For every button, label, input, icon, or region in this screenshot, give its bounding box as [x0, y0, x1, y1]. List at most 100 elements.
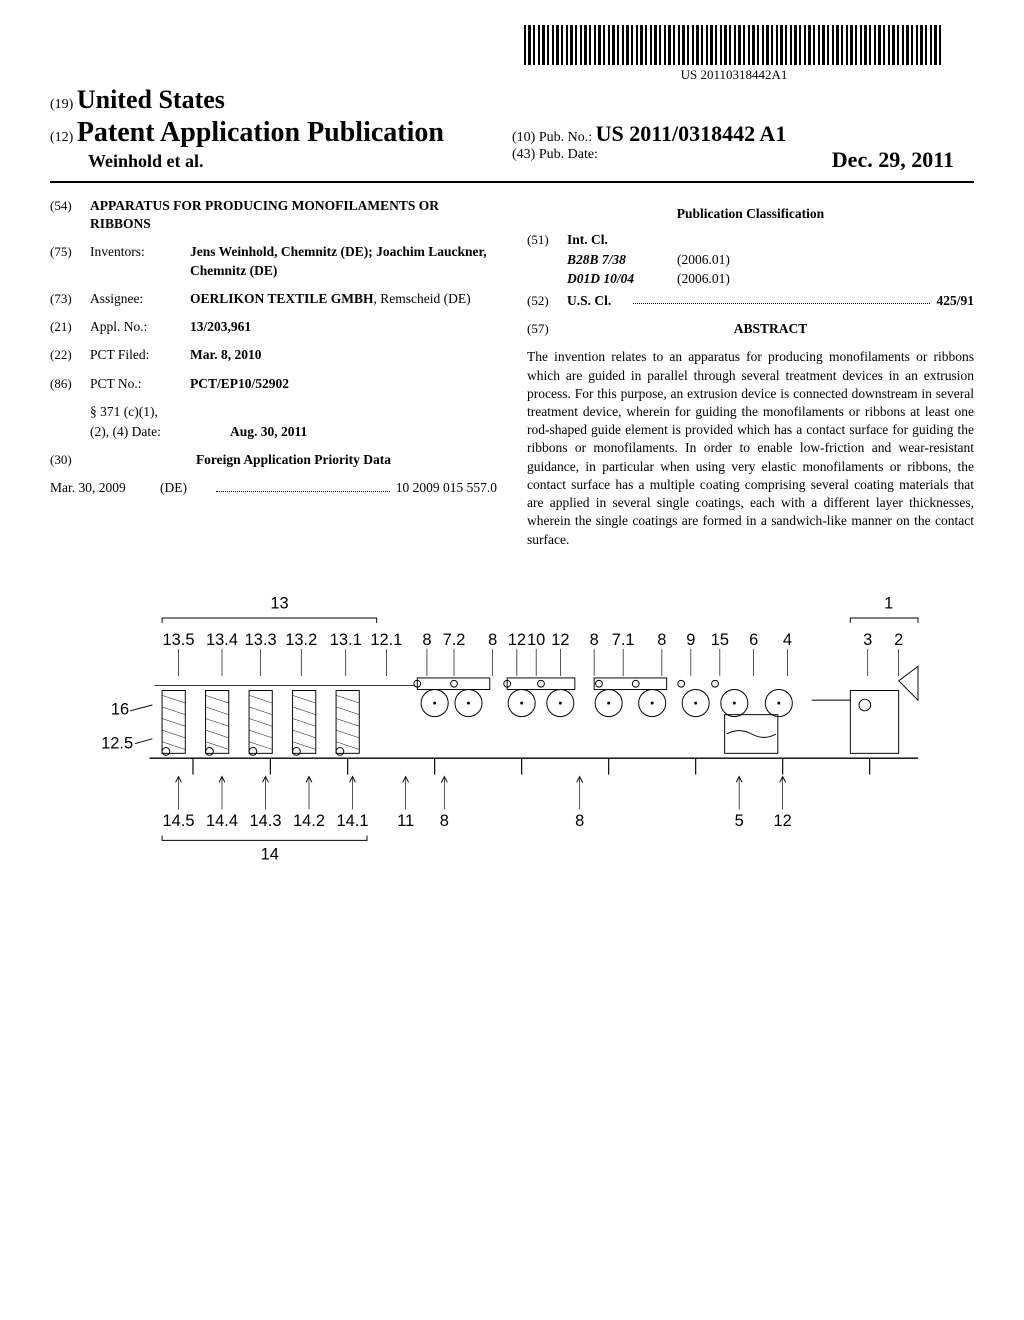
fig-bottom-leaders: [176, 776, 786, 809]
svg-text:9: 9: [686, 631, 695, 649]
fig-top-leaders: [179, 649, 899, 676]
fig-tank-wave: [727, 730, 776, 737]
svg-text:13.5: 13.5: [163, 631, 195, 649]
assignee-location: , Remscheid (DE): [374, 291, 471, 306]
us-cl-field: (52) U.S. Cl. 425/91: [527, 292, 974, 310]
fig-bracket-13-label: 13: [270, 594, 288, 612]
foreign-priority-data: Mar. 30, 2009 (DE) 10 2009 015 557.0: [50, 479, 497, 497]
dot-leader: [216, 479, 390, 491]
foreign-app-number: 10 2009 015 557.0: [396, 479, 497, 497]
foreign-code: (30): [50, 451, 90, 469]
svg-text:11: 11: [397, 812, 414, 830]
svg-text:14.4: 14.4: [206, 812, 238, 830]
patent-figure: 13 1 13.513.413.313.213.112.187.28121012…: [50, 589, 974, 884]
inventor-header-line: Weinhold et al.: [88, 151, 512, 172]
svg-text:6: 6: [749, 631, 758, 649]
fig-guide-rollers: [414, 680, 792, 716]
pub-no-value: US 2011/0318442 A1: [596, 121, 787, 146]
inventors-field: (75) Inventors: Jens Weinhold, Chemnitz …: [50, 243, 497, 279]
svg-text:2: 2: [894, 631, 903, 649]
sect-371-field: § 371 (c)(1),: [50, 403, 497, 421]
fig-leader-16: [130, 705, 152, 711]
assignee-field: (73) Assignee: OERLIKON TEXTILE GMBH, Re…: [50, 290, 497, 308]
svg-text:14.3: 14.3: [250, 812, 282, 830]
svg-text:8: 8: [422, 631, 431, 649]
fig-box-3: [594, 678, 667, 690]
dot-leader: [633, 292, 930, 304]
pct-no-value: PCT/EP10/52902: [190, 375, 497, 393]
int-cl-field: (51) Int. Cl.: [527, 231, 974, 249]
assignee-name: OERLIKON TEXTILE GMBH: [190, 291, 374, 306]
pub-date-label: Pub. Date:: [539, 147, 598, 162]
classification-heading: Publication Classification: [527, 205, 974, 223]
fig-bracket-1-label: 1: [884, 594, 893, 612]
svg-text:4: 4: [783, 631, 792, 649]
assignee-code: (73): [50, 290, 90, 308]
fig-bracket-14-label: 14: [261, 845, 279, 863]
intcl-row-2: D01D 10/04 (2006.01): [567, 270, 974, 288]
fig-label-12-5: 12.5: [101, 734, 133, 752]
pub-date-code: (43): [512, 147, 535, 162]
fig-top-labels: 13.513.413.313.213.112.187.2812101287.18…: [163, 631, 904, 649]
pct-no-field: (86) PCT No.: PCT/EP10/52902: [50, 375, 497, 393]
assignee-label: Assignee:: [90, 290, 190, 308]
barcode-number: US 20110318442A1: [524, 67, 944, 83]
appl-value: 13/203,961: [190, 318, 497, 336]
pct-no-label: PCT No.:: [90, 375, 190, 393]
foreign-priority-heading-row: (30) Foreign Application Priority Data: [50, 451, 497, 469]
barcode-block: US 20110318442A1: [524, 25, 944, 83]
foreign-date: Mar. 30, 2009: [50, 479, 160, 497]
pct-filed-code: (22): [50, 346, 90, 364]
svg-text:13.1: 13.1: [330, 631, 362, 649]
title-field: (54) APPARATUS FOR PRODUCING MONOFILAMEN…: [50, 197, 497, 233]
uscl-code: (52): [527, 292, 567, 310]
pub-date-value: Dec. 29, 2011: [832, 147, 954, 173]
intcl-label: Int. Cl.: [567, 232, 608, 247]
pub-no-line: (10) Pub. No.: US 2011/0318442 A1: [512, 121, 974, 147]
country-name: United States: [77, 85, 225, 114]
pct-number: PCT/EP10/52902: [190, 376, 289, 391]
left-column: (54) APPARATUS FOR PRODUCING MONOFILAMEN…: [50, 197, 497, 549]
uscl-label: U.S. Cl.: [567, 293, 611, 308]
svg-text:5: 5: [735, 812, 744, 830]
inventors-names: Jens Weinhold, Chemnitz (DE); Joachim La…: [190, 244, 487, 277]
country-code: (19): [50, 97, 73, 112]
svg-text:8: 8: [440, 812, 449, 830]
intcl-code: (51): [527, 231, 567, 249]
appl-number: 13/203,961: [190, 319, 251, 334]
svg-text:12: 12: [774, 812, 792, 830]
fig-legs: [193, 758, 870, 774]
barcode-graphic: [524, 25, 944, 65]
pub-type: Patent Application Publication: [77, 117, 444, 148]
pub-no-label: Pub. No.:: [539, 130, 592, 145]
uscl-value: 425/91: [936, 293, 974, 308]
fig-extruder-roller: [859, 699, 871, 711]
right-column: Publication Classification (51) Int. Cl.…: [527, 197, 974, 549]
inventors-label: Inventors:: [90, 243, 190, 279]
intcl-1-code: B28B 7/38: [567, 251, 677, 269]
sect-371-date: Aug. 30, 2011: [230, 424, 307, 439]
pct-filed-value: Mar. 8, 2010: [190, 346, 497, 364]
svg-text:14.2: 14.2: [293, 812, 325, 830]
intcl-1-date: (2006.01): [677, 251, 797, 269]
fig-label-16: 16: [111, 700, 129, 718]
intcl-2-code: D01D 10/04: [567, 270, 677, 288]
title-code: (54): [50, 197, 90, 233]
fig-bracket-13: [162, 618, 377, 623]
pub-no-code: (10): [512, 130, 535, 145]
fig-hopper: [899, 666, 918, 700]
svg-text:13.4: 13.4: [206, 631, 238, 649]
sect-371-date-value: Aug. 30, 2011: [190, 423, 497, 441]
svg-text:3: 3: [863, 631, 872, 649]
publication-type-line: (12) Patent Application Publication: [50, 117, 512, 149]
svg-text:13.2: 13.2: [285, 631, 317, 649]
sect-371-date-field: (2), (4) Date: Aug. 30, 2011: [50, 423, 497, 441]
svg-text:7.1: 7.1: [612, 631, 635, 649]
svg-text:14.5: 14.5: [163, 812, 195, 830]
svg-text:8: 8: [657, 631, 666, 649]
svg-text:8: 8: [575, 812, 584, 830]
appl-no-field: (21) Appl. No.: 13/203,961: [50, 318, 497, 336]
svg-text:15: 15: [711, 631, 729, 649]
figure-svg: 13 1 13.513.413.313.213.112.187.28121012…: [72, 589, 952, 879]
document-header: (19) United States (12) Patent Applicati…: [50, 85, 974, 173]
